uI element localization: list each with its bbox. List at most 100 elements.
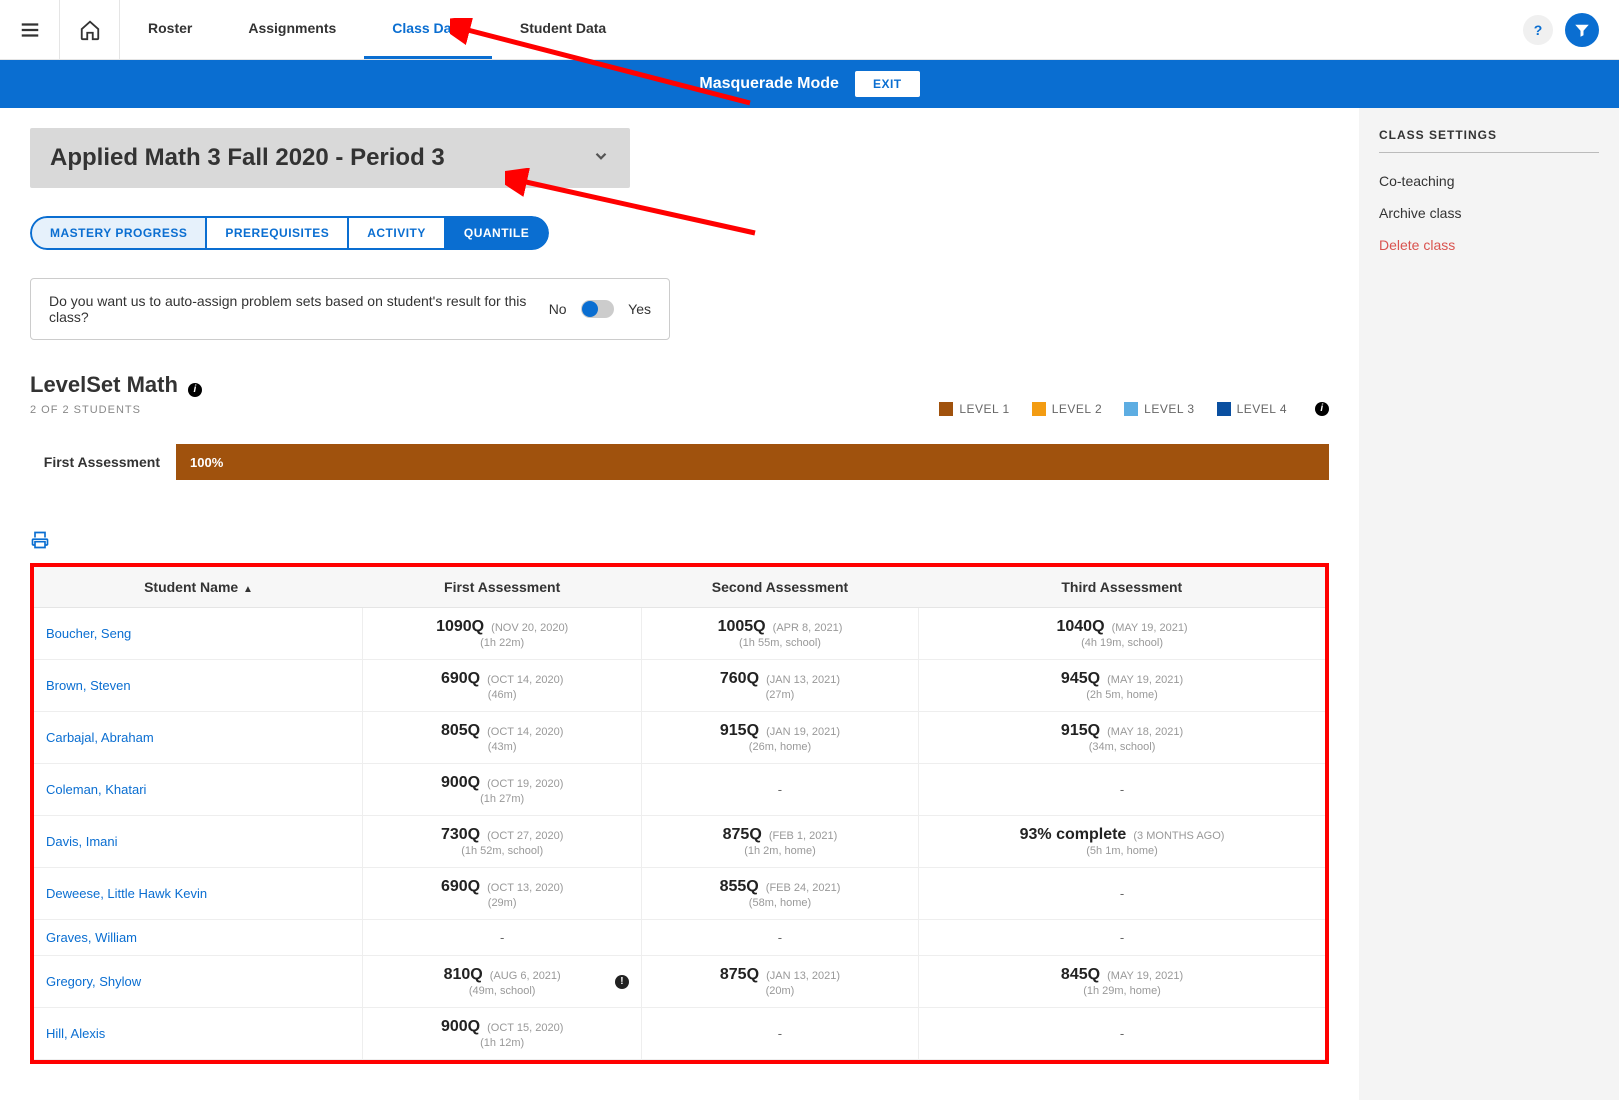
legend-swatch (1032, 402, 1046, 416)
assessment-cell: 810Q (AUG 6, 2021)(49m, school)! (363, 956, 641, 1008)
legend-label: LEVEL 1 (959, 402, 1009, 416)
bar-percent: 100% (190, 455, 223, 470)
assessment-cell: - (641, 920, 918, 956)
table-row: Boucher, Seng1090Q (NOV 20, 2020)(1h 22m… (34, 608, 1325, 660)
table-row: Davis, Imani730Q (OCT 27, 2020)(1h 52m, … (34, 816, 1325, 868)
top-bar: RosterAssignmentsClass DataStudent Data … (0, 0, 1619, 60)
col-header[interactable]: Second Assessment (641, 567, 918, 608)
hamburger-icon[interactable] (0, 0, 60, 60)
col-header[interactable]: Third Assessment (919, 567, 1325, 608)
assessment-cell: 915Q (MAY 18, 2021)(34m, school) (919, 712, 1325, 764)
auto-assign-toggle[interactable] (581, 300, 615, 318)
assessment-bar-row: First Assessment 100% (30, 444, 1329, 480)
student-name-cell[interactable]: Davis, Imani (34, 816, 363, 868)
col-header[interactable]: First Assessment (363, 567, 641, 608)
legend-item: LEVEL 2 (1032, 402, 1102, 416)
legend-item: LEVEL 4 (1217, 402, 1287, 416)
table-row: Brown, Steven690Q (OCT 14, 2020)(46m)760… (34, 660, 1325, 712)
toggle-no: No (549, 301, 567, 317)
table-row: Gregory, Shylow810Q (AUG 6, 2021)(49m, s… (34, 956, 1325, 1008)
auto-assign-prompt: Do you want us to auto-assign problem se… (49, 293, 535, 325)
level-legend: LEVEL 1 LEVEL 2 LEVEL 3 LEVEL 4 i (939, 402, 1329, 416)
legend-label: LEVEL 2 (1052, 402, 1102, 416)
section-title: LevelSet Math (30, 372, 178, 397)
sidebar-item-archive-class[interactable]: Archive class (1379, 197, 1599, 229)
filter-icon[interactable] (1565, 13, 1599, 47)
segment-quantile[interactable]: QUANTILE (446, 216, 549, 250)
sidebar-item-delete-class[interactable]: Delete class (1379, 229, 1599, 261)
segment-mastery-progress[interactable]: MASTERY PROGRESS (30, 216, 207, 250)
legend-swatch (1217, 402, 1231, 416)
masquerade-label: Masquerade Mode (699, 75, 839, 93)
data-tabs: MASTERY PROGRESSPREREQUISITESACTIVITYQUA… (30, 216, 549, 250)
student-name-cell[interactable]: Coleman, Khatari (34, 764, 363, 816)
assessment-cell: 945Q (MAY 19, 2021)(2h 5m, home) (919, 660, 1325, 712)
assessment-bar: 100% (176, 444, 1329, 480)
assessment-cell: - (919, 764, 1325, 816)
segment-prerequisites[interactable]: PREREQUISITES (207, 216, 349, 250)
segment-activity[interactable]: ACTIVITY (349, 216, 446, 250)
toggle-yes: Yes (628, 301, 651, 317)
assessment-cell: 93% complete (3 MONTHS AGO)(5h 1m, home) (919, 816, 1325, 868)
table-row: Coleman, Khatari900Q (OCT 19, 2020)(1h 2… (34, 764, 1325, 816)
class-name: Applied Math 3 Fall 2020 - Period 3 (50, 144, 445, 172)
info-icon[interactable]: i (188, 383, 202, 397)
legend-item: LEVEL 1 (939, 402, 1009, 416)
student-name-cell[interactable]: Gregory, Shylow (34, 956, 363, 1008)
student-name-cell[interactable]: Boucher, Seng (34, 608, 363, 660)
assessment-cell: 805Q (OCT 14, 2020)(43m) (363, 712, 641, 764)
tab-student-data[interactable]: Student Data (492, 0, 634, 59)
help-icon[interactable]: ? (1523, 15, 1553, 45)
legend-swatch (939, 402, 953, 416)
tab-assignments[interactable]: Assignments (220, 0, 364, 59)
tab-class-data[interactable]: Class Data (364, 0, 492, 59)
assessment-cell: 760Q (JAN 13, 2021)(27m) (641, 660, 918, 712)
settings-sidebar: CLASS SETTINGS Co-teachingArchive classD… (1359, 108, 1619, 1100)
assessment-table: Student Name ▲First AssessmentSecond Ass… (30, 563, 1329, 1064)
assessment-cell: - (641, 1008, 918, 1060)
main-content: Applied Math 3 Fall 2020 - Period 3 MAST… (0, 108, 1359, 1100)
student-name-cell[interactable]: Hill, Alexis (34, 1008, 363, 1060)
sidebar-item-co-teaching[interactable]: Co-teaching (1379, 165, 1599, 197)
assessment-cell: 875Q (JAN 13, 2021)(20m) (641, 956, 918, 1008)
assessment-cell: - (919, 868, 1325, 920)
nav-tabs: RosterAssignmentsClass DataStudent Data (120, 0, 634, 59)
home-icon[interactable] (60, 0, 120, 60)
assessment-cell: 1090Q (NOV 20, 2020)(1h 22m) (363, 608, 641, 660)
assessment-cell: 875Q (FEB 1, 2021)(1h 2m, home) (641, 816, 918, 868)
student-name-cell[interactable]: Graves, William (34, 920, 363, 956)
legend-swatch (1124, 402, 1138, 416)
assessment-cell: - (363, 920, 641, 956)
print-icon[interactable] (30, 530, 1329, 553)
assessment-cell: 690Q (OCT 13, 2020)(29m) (363, 868, 641, 920)
legend-label: LEVEL 4 (1237, 402, 1287, 416)
class-selector[interactable]: Applied Math 3 Fall 2020 - Period 3 (30, 128, 630, 188)
student-name-cell[interactable]: Deweese, Little Hawk Kevin (34, 868, 363, 920)
assessment-cell: 690Q (OCT 14, 2020)(46m) (363, 660, 641, 712)
assessment-cell: - (919, 920, 1325, 956)
assessment-cell: 855Q (FEB 24, 2021)(58m, home) (641, 868, 918, 920)
legend-item: LEVEL 3 (1124, 402, 1194, 416)
assessment-cell: - (641, 764, 918, 816)
assessment-cell: 1005Q (APR 8, 2021)(1h 55m, school) (641, 608, 918, 660)
student-name-cell[interactable]: Brown, Steven (34, 660, 363, 712)
table-row: Deweese, Little Hawk Kevin690Q (OCT 13, … (34, 868, 1325, 920)
alert-icon[interactable]: ! (615, 975, 629, 989)
assessment-cell: 915Q (JAN 19, 2021)(26m, home) (641, 712, 918, 764)
info-icon[interactable]: i (1315, 402, 1329, 416)
legend-label: LEVEL 3 (1144, 402, 1194, 416)
chevron-down-icon (592, 147, 610, 170)
table-row: Carbajal, Abraham805Q (OCT 14, 2020)(43m… (34, 712, 1325, 764)
students-count: 2 OF 2 STUDENTS (30, 404, 202, 416)
tab-roster[interactable]: Roster (120, 0, 220, 59)
auto-assign-panel: Do you want us to auto-assign problem se… (30, 278, 670, 340)
col-header[interactable]: Student Name ▲ (34, 567, 363, 608)
assessment-cell: 900Q (OCT 19, 2020)(1h 27m) (363, 764, 641, 816)
bar-label: First Assessment (30, 454, 160, 470)
assessment-cell: 845Q (MAY 19, 2021)(1h 29m, home) (919, 956, 1325, 1008)
student-name-cell[interactable]: Carbajal, Abraham (34, 712, 363, 764)
masquerade-bar: Masquerade Mode EXIT (0, 60, 1619, 108)
table-row: Graves, William--- (34, 920, 1325, 956)
exit-button[interactable]: EXIT (855, 71, 920, 97)
assessment-cell: 730Q (OCT 27, 2020)(1h 52m, school) (363, 816, 641, 868)
